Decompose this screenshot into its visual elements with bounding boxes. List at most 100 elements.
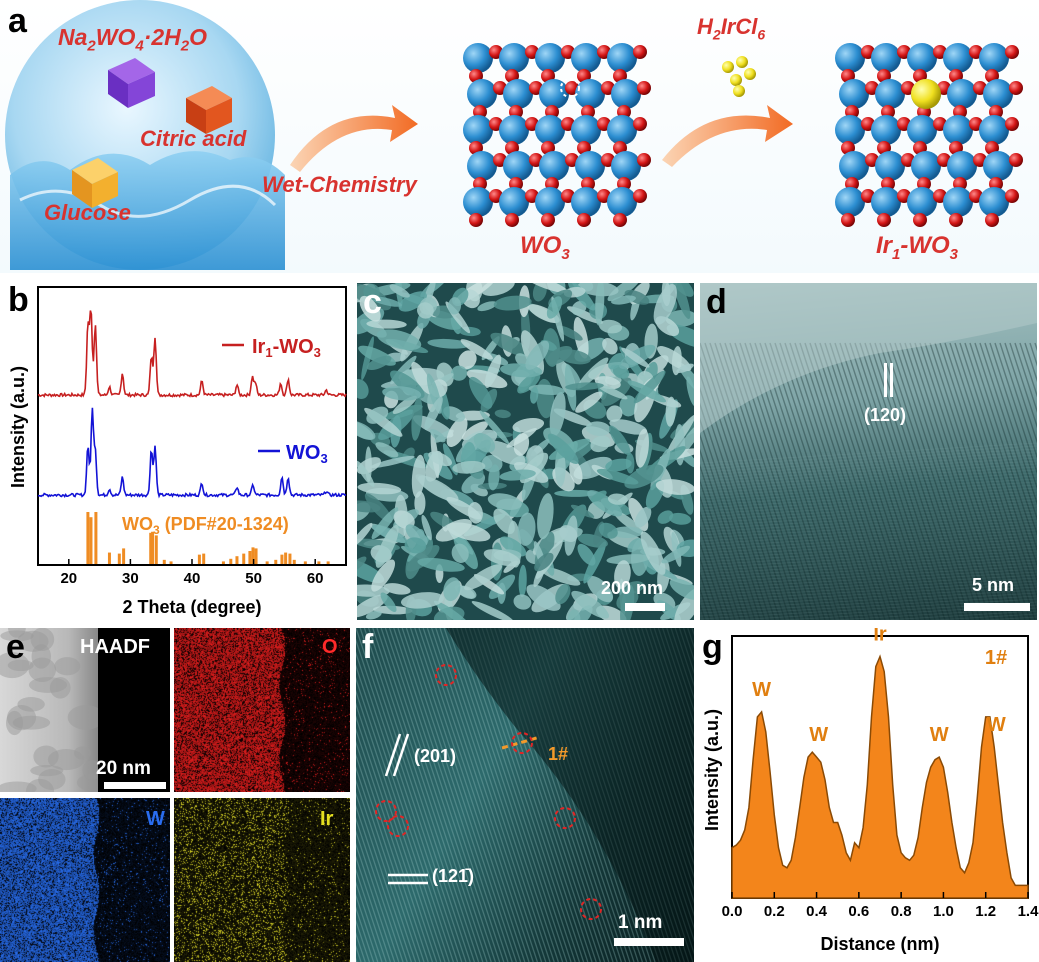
ir-map-label: Ir (320, 808, 333, 831)
profile-area (732, 657, 1028, 899)
legend-ir1-wo3-text: Ir1-WO3 (252, 336, 321, 360)
w-atom (871, 43, 901, 73)
w-map-label: W (146, 808, 165, 831)
w-atom (947, 151, 977, 181)
w-atom (875, 151, 905, 181)
o-atom (613, 213, 627, 227)
o-atom (1005, 117, 1019, 131)
o-atom (633, 189, 647, 203)
w-atom (503, 79, 533, 109)
ir-cluster-icon (722, 56, 756, 97)
w-atom (835, 43, 865, 73)
haadf-scale-label: 20 nm (96, 758, 151, 780)
panel-a: a (0, 0, 1039, 273)
w-atom (871, 187, 901, 217)
w-atom (871, 115, 901, 145)
wet-chemistry-label: Wet-Chemistry (262, 172, 417, 198)
wo3-sub: 3 (561, 246, 569, 263)
w-atom (535, 115, 565, 145)
profile-peak-label: W (930, 724, 949, 746)
w-atom (947, 79, 977, 109)
h2ircl6-h: H (697, 14, 713, 39)
w-atom (907, 115, 937, 145)
w-atom (571, 115, 601, 145)
precursor-na2wo4-label: Na2WO4·2H2O (58, 24, 207, 55)
profile-peak-label: W (987, 714, 1006, 736)
w-atom (835, 115, 865, 145)
profile-xlabel: Distance (nm) (820, 934, 939, 954)
w-atom (611, 79, 641, 109)
w-atom (979, 187, 1009, 217)
o-atom (877, 213, 891, 227)
w-atom (575, 79, 605, 109)
plane-120-label: (120) (864, 405, 906, 426)
w-atom (983, 79, 1013, 109)
stem-scale-bar (614, 938, 684, 946)
xrd-x-tick-label: 60 (307, 570, 324, 587)
sem-scale-bar (625, 603, 665, 611)
ir-atom (911, 79, 941, 109)
profile-peak-label: W (809, 724, 828, 746)
plane-201-label: (201) (414, 746, 456, 767)
w-map (0, 798, 170, 962)
w-atom (607, 43, 637, 73)
panel-c-letter: c (363, 283, 382, 322)
hrtem-lattice-fringes (700, 283, 1037, 620)
panel-f-stem-image: f (201) (121̄) 1# 1 nm (356, 628, 694, 962)
haadf-scale-bar (104, 782, 166, 789)
w-atom (611, 151, 641, 181)
profile-peak-label: Ir (873, 628, 887, 646)
profile-x-tick-label: 0.2 (764, 903, 785, 920)
panel-g: g 0.0 0.2 0.4 0.6 0.8 1.0 1.2 1.4 W W Ir W W 1# Dist… (698, 628, 1039, 962)
o-atom (913, 213, 927, 227)
profile-x-tick-label: 0.8 (891, 903, 912, 920)
xrd-ylabel: Intensity (a.u.) (8, 366, 28, 488)
o-atom (1009, 153, 1023, 167)
profile-x-tick-label: 0.6 (848, 903, 869, 920)
hrtem-scale-bar (964, 603, 1030, 611)
o-atom (637, 81, 651, 95)
profile-ylabel: Intensity (a.u.) (702, 709, 722, 831)
w-atom (875, 79, 905, 109)
ir1-text: Ir (876, 232, 892, 259)
wo3-part-text: -WO (900, 232, 949, 259)
panel-e-eds-maps: e HAADF 20 nm O W Ir (0, 628, 350, 962)
profile-x-tick-label: 0.0 (722, 903, 743, 920)
w-atom (943, 187, 973, 217)
o-atom (541, 213, 555, 227)
arrow-2-icon (662, 105, 793, 167)
xrd-xlabel: 2 Theta (degree) (122, 597, 261, 617)
o-atom (469, 213, 483, 227)
w-atom (539, 151, 569, 181)
o-atom (505, 213, 519, 227)
w-atom (907, 187, 937, 217)
w-atom (943, 43, 973, 73)
plane-marker-lines (884, 363, 887, 397)
w-atom (979, 43, 1009, 73)
w-atom (943, 115, 973, 145)
w-atom (979, 115, 1009, 145)
arrow-1-icon (290, 105, 418, 172)
legend-wo3-text: WO3 (286, 442, 328, 466)
w-atom (983, 151, 1013, 181)
haadf-label: HAADF (80, 636, 150, 659)
profile-peak-label: 1# (985, 647, 1007, 669)
w-atom (535, 43, 565, 73)
panel-b: b 20 30 40 50 60 2 Theta (degree) Intensity … (0, 281, 352, 621)
w-atom (535, 187, 565, 217)
profile-peak-label: W (752, 679, 771, 701)
w-atom (907, 43, 937, 73)
sem-scale-label: 200 nm (601, 578, 663, 599)
stem-scale-label: 1 nm (618, 912, 662, 934)
xrd-x-tick-label: 50 (245, 570, 262, 587)
xrd-x-tick-label: 30 (122, 570, 139, 587)
sem-texture (357, 283, 694, 620)
w-atom (839, 151, 869, 181)
w-atom (607, 187, 637, 217)
o-atom (633, 117, 647, 131)
panel-e-letter: e (6, 628, 25, 667)
o-atom (1009, 81, 1023, 95)
wo3-lattice (463, 43, 651, 227)
line-profile-1-label: 1# (548, 744, 568, 765)
o-atom (985, 213, 999, 227)
